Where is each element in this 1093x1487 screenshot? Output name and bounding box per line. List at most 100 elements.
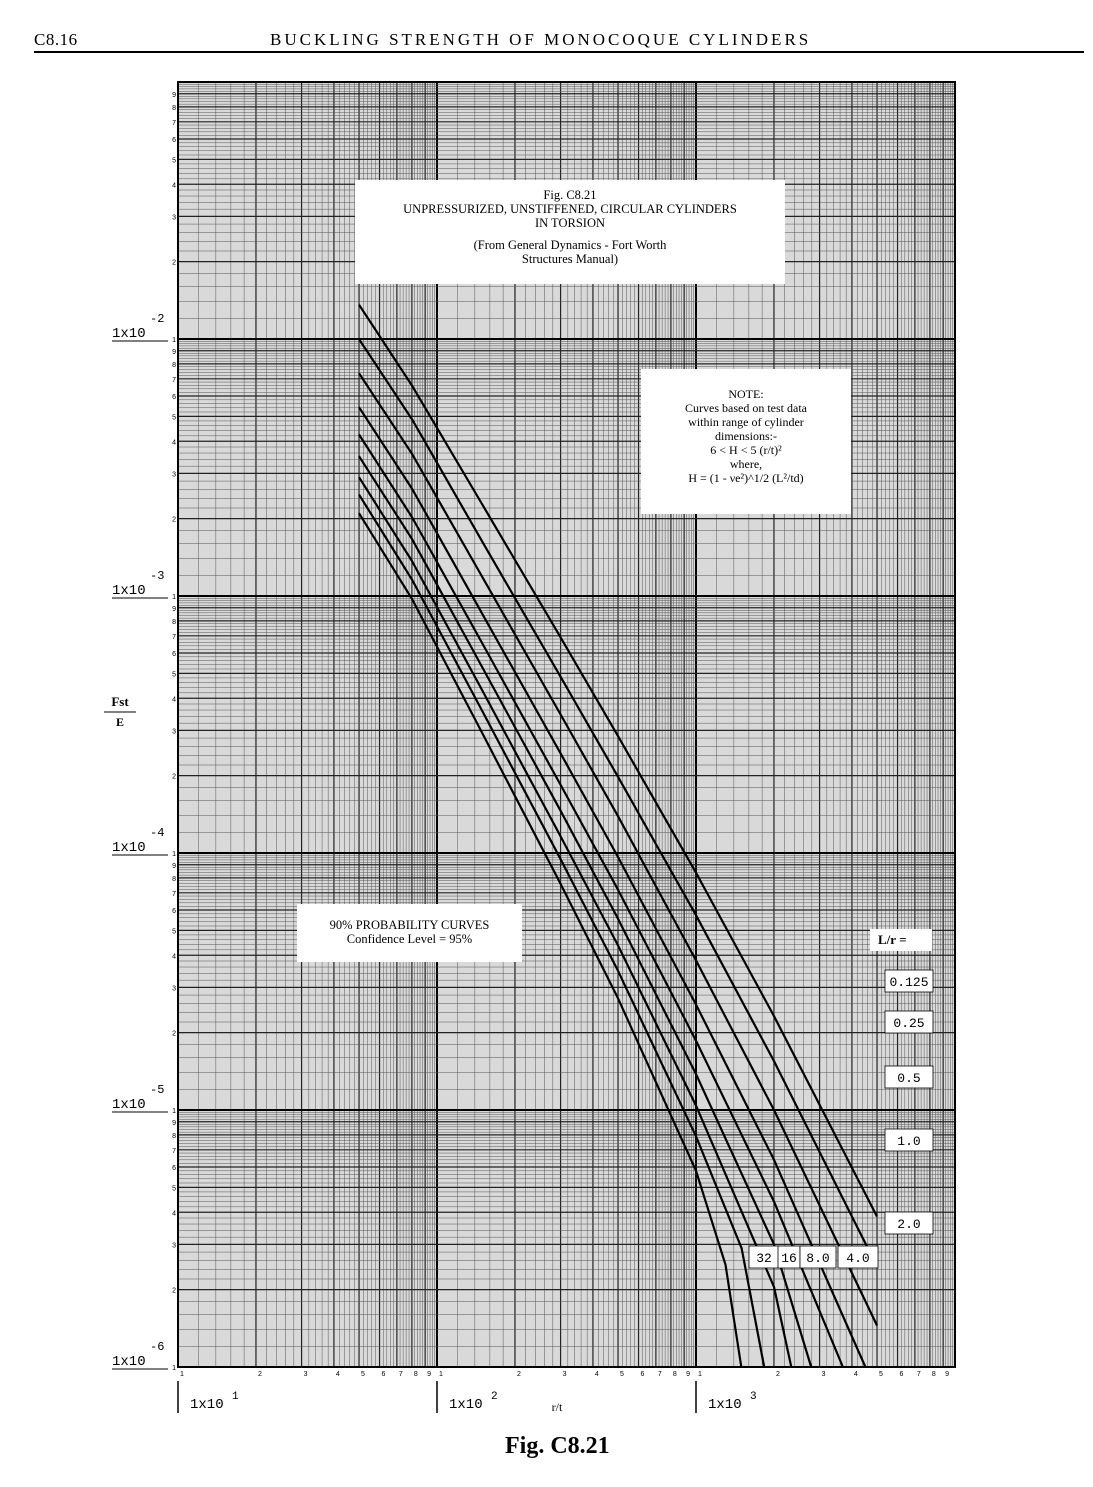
x-tick-label: 4 [336,1371,340,1378]
header-rule [34,51,1084,53]
x-tick-label: 9 [686,1371,690,1378]
chart-axes: 1 2 3 4 5 6 7 8 9 1 2 3 4 5 6 7 8 9 1 2 3 4 5 6 7 8 9 1 2 3 4 5 6 7 8 9 1 2 3 4… [104,92,949,1414]
y-tick-label: 4 [172,1210,176,1217]
x-tick-label: 8 [673,1371,677,1378]
title-main-cont: IN TORSION [534,216,606,230]
chart-curve-labels: L/r = 0.125 0.25 0.5 1.0 2.0 32 16 8.0 4.0 [748,929,934,1269]
y-tick-label: 7 [172,634,176,641]
y-decade-label: 1x10 [112,1097,146,1113]
title-fig-number: Fig. C8.21 [543,188,597,202]
y-decade-label: 1x10 [112,840,146,856]
x-tick-label: 1 [698,1371,702,1378]
title-main: UNPRESSURIZED, UNSTIFFENED, CIRCULAR CYL… [403,202,737,216]
y-tick-label: 1 [172,1365,176,1372]
x-tick-label: 6 [900,1371,904,1378]
y-tick-label: 1 [172,851,176,858]
y-tick-label: 1 [172,594,176,601]
x-tick-label: 8 [932,1371,936,1378]
y-tick-label: 7 [172,377,176,384]
series-line-0-25 [358,338,878,1267]
y-tick-label: 2 [172,517,176,524]
x-tick-label: 1 [180,1371,184,1378]
y-tick-label: 9 [172,1120,176,1127]
curve-label-0-125: 0.125 [889,975,928,990]
x-tick-label: 3 [563,1371,567,1378]
y-tick-label: 7 [172,891,176,898]
series-line-32 [358,512,743,1368]
y-decade-label: 1x10 [112,583,146,599]
y-tick-label: 5 [172,1185,176,1192]
y-tick-label: 2 [172,774,176,781]
curve-label-2-0: 2.0 [897,1217,920,1232]
curve-label-box [884,1211,934,1235]
y-tick-label: 2 [172,260,176,267]
curve-label-box [884,1065,934,1089]
curve-label-box [837,1245,879,1269]
x-axis-label: r/t [552,1400,563,1414]
y-decade-exponent: -3 [150,569,164,583]
note-line: Curves based on test data [685,401,807,415]
note-line: dimensions:- [715,429,777,443]
y-tick-label: 3 [172,985,176,992]
x-tick-label: 5 [879,1371,883,1378]
series-line-4-0 [358,455,813,1368]
x-tick-label: 3 [304,1371,308,1378]
y-axis-label-denominator: E [116,715,124,729]
curve-label-0-25: 0.25 [893,1016,924,1031]
x-tick-label: 7 [658,1371,662,1378]
x-tick-label: 9 [945,1371,949,1378]
y-tick-label: 5 [172,928,176,935]
y-tick-label: 3 [172,471,176,478]
series-line-2-0 [358,433,844,1368]
series-line-0-125 [358,304,878,1218]
y-tick-label: 6 [172,1165,176,1172]
x-decade-label: 1x10 [708,1397,742,1413]
y-tick-label: 8 [172,105,176,112]
y-tick-label: 6 [172,908,176,915]
x-decade-exponent: 1 [232,1391,239,1403]
y-tick-label: 4 [172,696,176,703]
y-tick-label: 5 [172,414,176,421]
y-decade-label: 1x10 [112,326,146,342]
y-tick-label: 8 [172,362,176,369]
series-line-16 [358,494,766,1368]
y-tick-label: 8 [172,876,176,883]
probability-title: 90% PROBABILITY CURVES [329,918,490,932]
y-tick-label: 6 [172,137,176,144]
y-tick-label: 6 [172,394,176,401]
x-tick-label: 1 [439,1371,443,1378]
y-tick-label: 2 [172,1031,176,1038]
x-tick-label: 7 [399,1371,403,1378]
note-line: where, [729,457,763,471]
y-tick-label: 9 [172,349,176,356]
y-tick-label: 9 [172,606,176,613]
x-tick-label: 7 [917,1371,921,1378]
y-tick-label: 3 [172,214,176,221]
x-decade-exponent: 3 [750,1391,757,1403]
probability-box: 90% PROBABILITY CURVES Confidence Level … [297,904,522,962]
x-tick-label: 4 [854,1371,858,1378]
plot-frame [177,81,956,1368]
legend-header-box [870,929,932,951]
confidence-level: Confidence Level = 95% [346,932,473,946]
y-tick-label: 8 [172,619,176,626]
x-tick-label: 6 [641,1371,645,1378]
y-tick-label: 7 [172,1148,176,1155]
y-tick-label: 1 [172,337,176,344]
y-decade-exponent: -2 [150,312,164,326]
curve-label-1-0: 1.0 [897,1134,920,1149]
x-tick-label: 3 [822,1371,826,1378]
note-line: within range of cylinder [688,415,804,429]
note-box: NOTE: Curves based on test data within r… [641,369,851,514]
curve-label-0-5: 0.5 [897,1071,920,1086]
x-tick-label: 2 [776,1371,780,1378]
curve-label-box [884,1128,934,1152]
y-decade-exponent: -6 [150,1340,164,1354]
title-source: (From General Dynamics - Fort Worth [473,238,667,252]
series-line-0-5 [358,372,878,1326]
x-tick-label: 6 [382,1371,386,1378]
curve-label-4-0: 4.0 [846,1251,869,1266]
y-decade-label: 1x10 [112,1354,146,1370]
x-decade-exponent: 2 [491,1391,498,1403]
